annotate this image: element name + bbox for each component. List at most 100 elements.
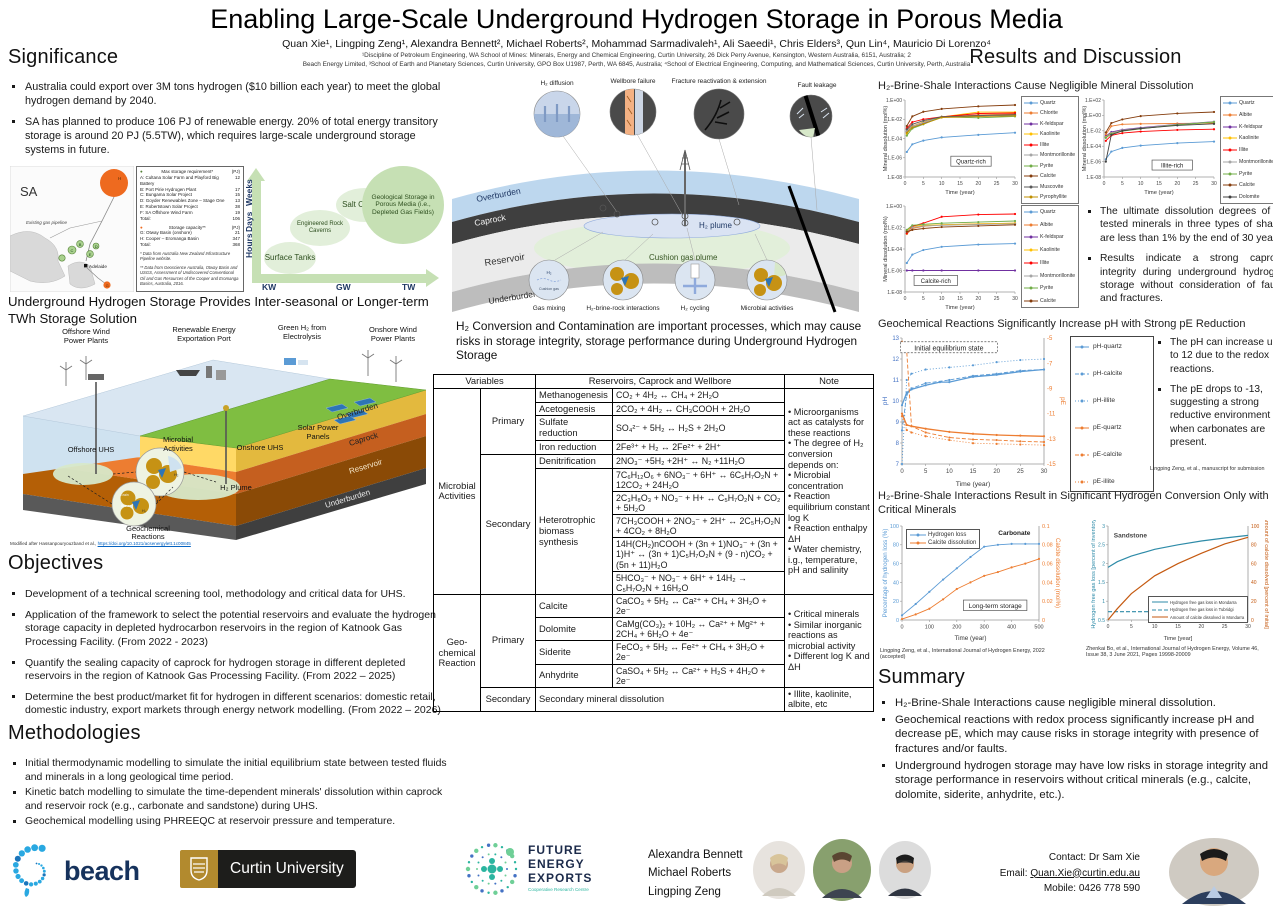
bullet-item: Results indicate a strong caprock integr… [1100, 252, 1273, 306]
svg-text:Carbonate: Carbonate [998, 530, 1031, 537]
g-primary: Primary [479, 593, 537, 688]
svg-text:100: 100 [1251, 524, 1260, 530]
svg-text:1.E-06: 1.E-06 [887, 268, 902, 274]
gas-mixing-label: Gas mixing [533, 305, 566, 312]
req-unit: (PJ) [231, 169, 240, 174]
export-port-label: Renewable Energy [172, 325, 236, 334]
name-lingping: Lingping Zeng [648, 885, 721, 898]
svg-text:100: 100 [925, 625, 934, 631]
objectives-bullets: Development of a technical screening too… [10, 588, 453, 725]
rxn-name: Sulfate reduction [535, 415, 614, 442]
legend-entry: Quartz [1024, 100, 1076, 106]
cap-row: H: Cooper – Eromanga Basin [140, 236, 199, 242]
beach-logo-text: beach [64, 856, 140, 886]
diffusion-arrows-icon [534, 104, 580, 137]
uhs-3d-diagram: H₂ Grain Brine H₂ Offshore Wind Power Pl… [22, 324, 427, 540]
g-secondary: Secondary [479, 686, 537, 712]
svg-text:Reactions: Reactions [131, 532, 165, 540]
bullet-item: Development of a technical screening too… [25, 588, 453, 602]
svg-text:0: 0 [900, 625, 903, 631]
microbial-note: • Microorganisms act as catalysts for th… [784, 387, 875, 595]
table-row: Heterotrophic biomass synthesis 7C₆H₁₂O₆… [434, 467, 874, 595]
brine-rock-label: H₂-brine-rock interactions [586, 305, 660, 312]
legend-entry: Calcite [1024, 173, 1076, 179]
svg-text:11: 11 [893, 378, 900, 384]
microbial-blobs-icon [754, 262, 786, 296]
svg-text:pE: pE [1059, 397, 1066, 406]
rxn-eq: FeCO₃ + 5H₂ ↔ Fe²⁺ + CH₄ + 3H₂O + 2e⁻ [612, 640, 786, 665]
team-names: Alexandra Bennett Michael Roberts Lingpi… [648, 846, 743, 901]
bullet-item: SA has planned to produce 106 PJ of rene… [25, 115, 453, 157]
sec1-heading: H₂-Brine-Shale Interactions Cause Neglig… [878, 80, 1194, 92]
secondary-dissolution: Secondary mineral dissolution [535, 686, 786, 712]
svg-text:-11: -11 [1047, 412, 1056, 418]
legend-entry: K-feldspar [1223, 124, 1273, 130]
table-row: Secondary Secondary mineral dissolution … [434, 686, 875, 712]
svg-text:5: 5 [922, 181, 925, 187]
svg-text:5: 5 [922, 296, 925, 302]
email-link[interactable]: Quan.Xie@curtin.edu.au [1030, 867, 1140, 879]
svg-text:Hydrogen free gas loss [percen: Hydrogen free gas loss [percent of inven… [1091, 520, 1097, 629]
quartz-rich-chart: 0 5 10 15 20 25 30 Time (year) 1.E-08 1.E-06 1.E-0… [878, 94, 1020, 198]
avatar-lingping [879, 841, 931, 899]
uhs-diagram-caption: Modified after Hassanpouryouzband et al.… [10, 541, 191, 546]
svg-text:20: 20 [993, 469, 1000, 475]
svg-text:1.E-04: 1.E-04 [887, 136, 902, 142]
significance-heading: Significance [8, 46, 119, 68]
rxn-eq: CO₂ + 4H₂ ↔ CH₄ + 2H₂O [612, 387, 786, 403]
marker-e: D [95, 244, 98, 249]
legend-entry: pH-quartz [1075, 343, 1149, 350]
legend-entry: Calcite dissolution [910, 540, 976, 546]
fault-crack-icon [796, 95, 830, 137]
chart-legend: Hydrogen free gas loss in Mondarra Hydrog… [1148, 596, 1249, 623]
solar-label: Solar Power [298, 423, 339, 432]
legend-entry: Hydrogen free gas loss in Mondarra [1152, 599, 1237, 605]
svg-text:Time [year]: Time [year] [1164, 636, 1193, 642]
wellbore-failure-label: Wellbore failure [610, 78, 655, 85]
legend-entry: Montmorillonite [1024, 152, 1076, 158]
svg-text:-13: -13 [1047, 437, 1056, 443]
svg-text:0: 0 [1042, 618, 1045, 624]
sec1-bullets: The ultimate dissolution degrees of all … [1085, 205, 1273, 313]
ph-pe-legend: pH-quartz pH-calcite pH-illite pE-quartz pE-… [1070, 336, 1154, 492]
svg-text:30: 30 [1041, 469, 1048, 475]
svg-text:40: 40 [893, 580, 899, 586]
x-tick-gw: GW [336, 282, 351, 292]
green-h2-label: Green H₂ from [278, 324, 326, 332]
rxn-eq: 2Fe³⁺ + H₂ ↔ 2Fe²⁺ + 2H⁺ [612, 440, 786, 455]
fenex-logo-icon [465, 843, 518, 895]
svg-text:1.E+00: 1.E+00 [1085, 113, 1101, 119]
ship-icon [176, 370, 200, 376]
fracture-label: Fracture reactivation & extension [671, 78, 766, 85]
svg-text:Time (year): Time (year) [1144, 190, 1173, 196]
req-row: F: SA Offshore Wind Farm [140, 209, 193, 215]
fracture-inset [693, 88, 745, 140]
legend-entry: Calcite [1024, 298, 1076, 304]
svg-text:30: 30 [1211, 181, 1217, 187]
doi-link[interactable]: https://doi.org/10.1021/acsenergylett.1c… [97, 541, 191, 546]
m-primary: Primary [479, 387, 537, 455]
cycling-arrows-icon [683, 263, 707, 294]
legend-entry: Montmorillonite [1223, 159, 1273, 165]
geochemical-inset: Grain Brine H₂ [120, 490, 149, 520]
svg-text:20: 20 [1199, 624, 1205, 630]
bubble-engineered-rock-caverns: Engineered Rock Caverns [290, 210, 350, 246]
authors-line: Quan Xie¹, Lingping Zeng¹, Alexandra Ben… [282, 38, 991, 50]
svg-text:0.04: 0.04 [1042, 580, 1053, 586]
svg-text:Sandstone: Sandstone [1114, 533, 1148, 540]
curtin-logo: Curtin University [180, 850, 356, 888]
sec2-bullets: The pH can increase up to 12 due to the … [1155, 336, 1273, 456]
fault-leakage-label: Fault leakage [797, 82, 836, 89]
avatar-michael [813, 839, 871, 901]
geological-cross-section-diagram: H₂ diffusion Wellbore failure Fracture r… [452, 78, 859, 313]
h2-cycling-label: H₂ cycling [681, 305, 710, 312]
svg-text:2.5: 2.5 [1098, 543, 1105, 549]
x-tick-tw: TW [402, 282, 416, 292]
table-row: Dolomite CaMg(CO₃)₂ + 10H₂ ↔ Ca²⁺ + Mg²⁺ … [434, 617, 874, 642]
avatar-sam-xie [1169, 838, 1259, 906]
svg-text:0: 0 [904, 181, 907, 187]
legend-entry: Quartz [1024, 209, 1076, 215]
contact-mobile: Mobile: 0426 778 590 [1043, 883, 1140, 894]
marker-c: B [79, 242, 82, 247]
